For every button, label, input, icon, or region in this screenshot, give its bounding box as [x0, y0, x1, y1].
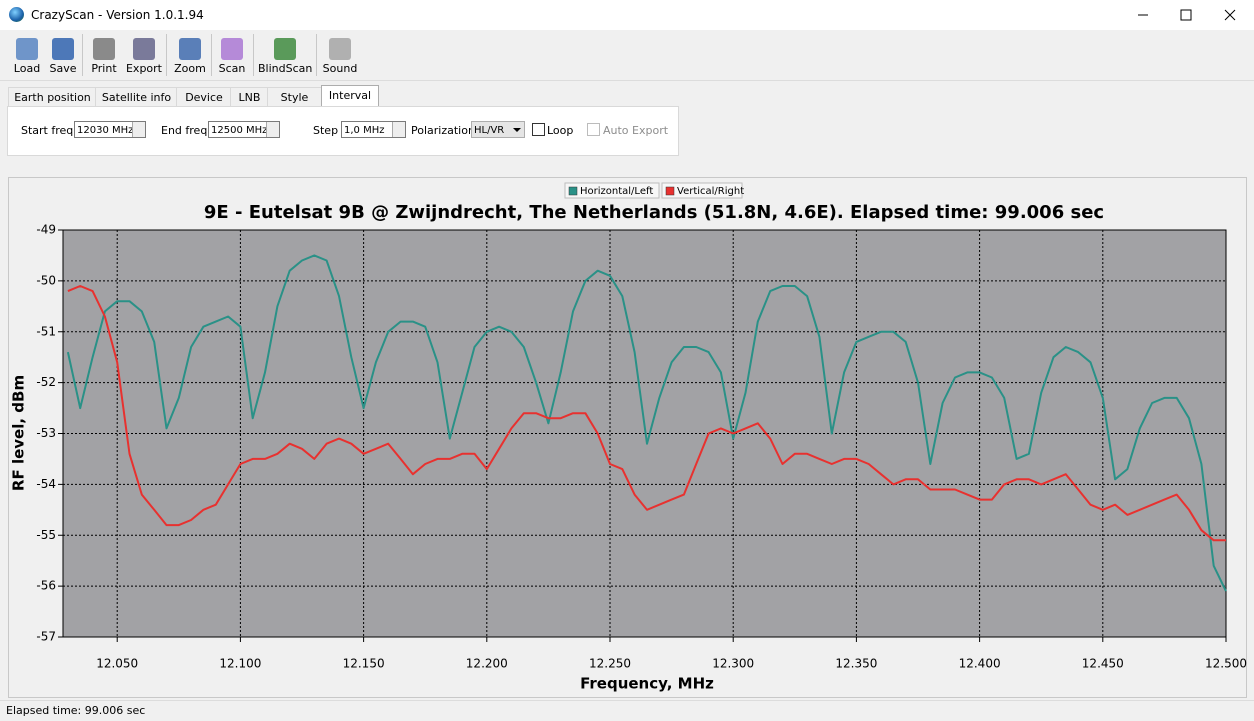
value: 1,0 MHz	[344, 125, 385, 136]
toolbar-button[interactable]: Scan	[216, 34, 248, 78]
button-label: Load	[13, 62, 41, 75]
toolbar-button[interactable]: Save	[47, 34, 79, 78]
close[interactable]	[1224, 9, 1236, 21]
polarization-select[interactable]: HL/VR	[471, 121, 525, 138]
series-line	[66, 254, 1227, 592]
chart: -49 -50 -51 -52 -53 -54 -55 -56 -57 12.050 12.100 1…	[10, 182, 1247, 693]
icon	[93, 38, 115, 60]
x-tick-label: 12.450	[1082, 657, 1124, 671]
toolbar-button[interactable]: Load	[10, 34, 44, 78]
separator	[166, 34, 167, 76]
button-label: Scan	[218, 62, 246, 75]
legend-swatch	[665, 186, 675, 196]
x-tick-label: 12.050	[96, 657, 138, 671]
legend-swatch	[568, 186, 578, 196]
chart-title: 9E - Eutelsat 9B @ Zwijndrecht, The Neth…	[204, 202, 1104, 223]
y-tick-label: -56	[36, 579, 56, 593]
x-tick-label: 12.350	[835, 657, 877, 671]
legend-label: Vertical/Right	[677, 186, 744, 197]
separator	[82, 34, 83, 76]
label: Polarization	[411, 124, 475, 137]
tab[interactable]: Earth position	[8, 87, 97, 107]
divider	[0, 80, 1254, 81]
y-tick-label: -54	[36, 477, 56, 491]
button-label: BlindScan	[258, 62, 313, 75]
y-tick-label: -57	[36, 630, 56, 644]
tab[interactable]: Style	[267, 87, 322, 107]
toolbar-button[interactable]: Export	[124, 34, 164, 78]
y-tick-label: -52	[36, 375, 56, 389]
y-axis-label: RF level, dBm	[10, 375, 28, 491]
tab[interactable]: Satellite info	[95, 87, 178, 107]
legend-item	[564, 182, 660, 199]
auto-export-checkbox	[587, 123, 600, 136]
value: 12500 MHz	[211, 125, 268, 136]
end-freq-input[interactable]: 12500 MHz	[208, 121, 280, 138]
y-tick-label: -50	[36, 273, 56, 287]
x-tick-label: 12.100	[219, 657, 261, 671]
legend-label: Horizontal/Left	[580, 186, 653, 197]
loop-checkbox[interactable]	[532, 123, 545, 136]
app-icon	[9, 7, 24, 22]
icon	[133, 38, 155, 60]
value: HL/VR	[474, 125, 505, 136]
start-freq-input[interactable]: 12030 MHz	[74, 121, 146, 138]
legend-item	[661, 182, 743, 199]
label: Auto Export	[603, 124, 669, 137]
tab[interactable]: LNB	[230, 87, 269, 107]
x-tick-label: 12.200	[466, 657, 508, 671]
x-tick-label: 12.400	[959, 657, 1001, 671]
label: Loop	[547, 124, 574, 137]
tab[interactable]: Interval	[321, 85, 379, 107]
label: Start freq	[21, 124, 74, 137]
y-tick-label: -51	[36, 324, 56, 338]
button-label: Save	[49, 62, 77, 75]
status-text: Elapsed time: 99.006 sec	[6, 704, 146, 717]
toolbar-button[interactable]: Zoom	[172, 34, 208, 78]
icon	[221, 38, 243, 60]
icon	[179, 38, 201, 60]
title-bar: CrazyScan - Version 1.0.1.94	[0, 0, 1254, 30]
separator	[316, 34, 317, 76]
x-tick-label: 12.300	[712, 657, 754, 671]
button-label: Export	[125, 62, 162, 75]
y-tick-label: -55	[36, 528, 56, 542]
button-label: Zoom	[174, 62, 206, 75]
window-title: CrazyScan - Version 1.0.1.94	[31, 8, 204, 22]
x-tick-label: 12.500	[1205, 657, 1247, 671]
y-tick-label: -53	[36, 426, 56, 440]
x-axis-label: Frequency, MHz	[580, 675, 714, 693]
series-line	[67, 285, 1226, 542]
icon	[52, 38, 74, 60]
value: 12030 MHz	[77, 125, 134, 136]
x-tick-label: 12.250	[589, 657, 631, 671]
icon	[274, 38, 296, 60]
step-input[interactable]: 1,0 MHz	[341, 121, 406, 138]
icon	[329, 38, 351, 60]
button-label: Print	[91, 62, 117, 75]
toolbar-button[interactable]: BlindScan	[258, 34, 312, 78]
x-tick-label: 12.150	[343, 657, 385, 671]
button-label: Sound	[322, 62, 358, 75]
toolbar-button[interactable]: Sound	[320, 34, 360, 78]
label: Step	[313, 124, 339, 137]
label: End freq	[161, 124, 208, 137]
separator	[211, 34, 212, 76]
separator	[253, 34, 254, 76]
tab[interactable]: Device	[176, 87, 232, 107]
status-bar: Elapsed time: 99.006 sec	[0, 700, 1254, 721]
y-tick-label: -49	[36, 223, 56, 237]
icon	[16, 38, 38, 60]
maximize[interactable]	[1180, 9, 1192, 21]
toolbar-button[interactable]: Print	[88, 34, 120, 78]
window-controls[interactable]	[1120, 0, 1254, 30]
